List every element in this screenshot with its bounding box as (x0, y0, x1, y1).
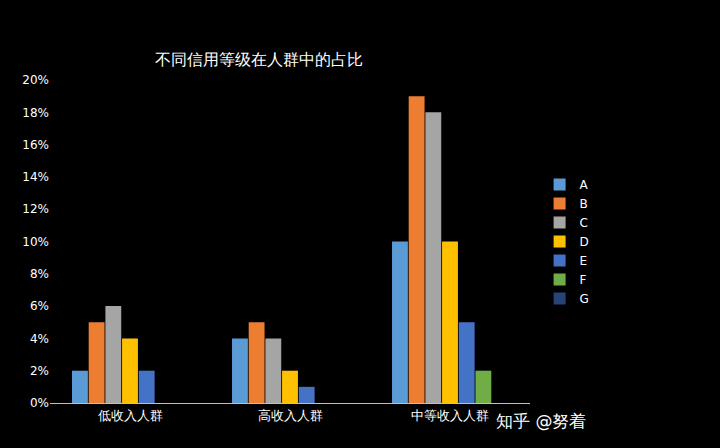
svg-text:2%: 2% (30, 364, 49, 378)
svg-text:中等收入人群: 中等收入人群 (411, 408, 489, 423)
svg-text:18%: 18% (22, 106, 49, 120)
svg-text:D: D (580, 235, 589, 249)
svg-text:B: B (580, 197, 588, 211)
svg-text:20%: 20% (22, 73, 49, 87)
svg-text:知乎 @努着: 知乎 @努着 (496, 411, 586, 431)
svg-text:8%: 8% (30, 267, 49, 281)
svg-text:6%: 6% (30, 299, 49, 313)
svg-text:G: G (580, 292, 589, 306)
svg-text:0%: 0% (30, 396, 49, 410)
svg-text:F: F (580, 273, 587, 287)
svg-text:不同信用等级在人群中的占比: 不同信用等级在人群中的占比 (155, 50, 363, 69)
svg-text:E: E (580, 254, 588, 268)
svg-text:低收入人群: 低收入人群 (98, 408, 163, 423)
svg-text:12%: 12% (22, 202, 49, 216)
svg-text:4%: 4% (30, 332, 49, 346)
svg-text:14%: 14% (22, 170, 49, 184)
svg-text:16%: 16% (22, 138, 49, 152)
svg-text:高收入人群: 高收入人群 (258, 408, 323, 423)
svg-text:A: A (580, 178, 589, 192)
svg-text:10%: 10% (22, 235, 49, 249)
svg-text:C: C (580, 216, 588, 230)
